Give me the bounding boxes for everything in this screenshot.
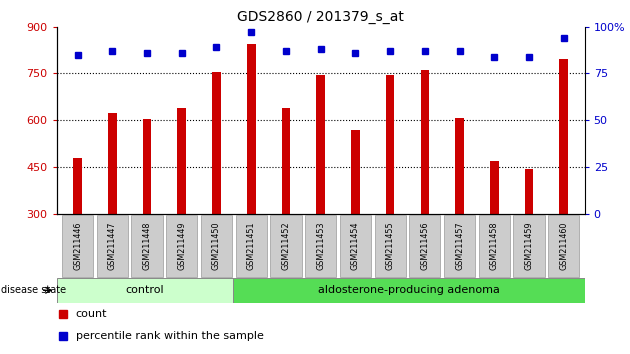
- FancyBboxPatch shape: [132, 216, 163, 276]
- Bar: [108, 113, 117, 214]
- Bar: [386, 75, 394, 214]
- Bar: [351, 130, 360, 214]
- Text: GSM211450: GSM211450: [212, 222, 221, 270]
- Title: GDS2860 / 201379_s_at: GDS2860 / 201379_s_at: [238, 10, 404, 24]
- Text: GSM211446: GSM211446: [73, 222, 82, 270]
- Text: count: count: [76, 309, 107, 319]
- Text: GSM211455: GSM211455: [386, 222, 394, 270]
- FancyBboxPatch shape: [166, 216, 197, 276]
- FancyBboxPatch shape: [548, 216, 580, 276]
- FancyBboxPatch shape: [305, 216, 336, 276]
- FancyBboxPatch shape: [479, 216, 510, 276]
- Bar: [247, 44, 256, 214]
- Text: GSM211460: GSM211460: [559, 222, 568, 270]
- Text: GSM211454: GSM211454: [351, 222, 360, 270]
- Text: control: control: [125, 285, 164, 295]
- FancyBboxPatch shape: [62, 216, 93, 276]
- Text: GSM211448: GSM211448: [142, 222, 151, 270]
- Bar: [316, 75, 325, 214]
- Bar: [525, 169, 534, 214]
- Bar: [282, 108, 290, 214]
- FancyBboxPatch shape: [340, 216, 371, 276]
- Bar: [421, 70, 429, 214]
- FancyBboxPatch shape: [374, 216, 406, 276]
- Text: disease state: disease state: [1, 285, 66, 295]
- Text: aldosterone-producing adenoma: aldosterone-producing adenoma: [318, 285, 500, 295]
- Text: GSM211456: GSM211456: [420, 222, 430, 270]
- FancyBboxPatch shape: [444, 216, 475, 276]
- FancyBboxPatch shape: [96, 216, 128, 276]
- FancyBboxPatch shape: [513, 216, 545, 276]
- Text: GSM211459: GSM211459: [525, 222, 534, 270]
- Text: GSM211457: GSM211457: [455, 222, 464, 270]
- Text: percentile rank within the sample: percentile rank within the sample: [76, 331, 263, 341]
- FancyBboxPatch shape: [201, 216, 232, 276]
- Bar: [142, 119, 151, 214]
- Text: GSM211458: GSM211458: [490, 222, 499, 270]
- FancyBboxPatch shape: [232, 278, 585, 303]
- Bar: [212, 72, 220, 214]
- Bar: [490, 161, 499, 214]
- FancyBboxPatch shape: [410, 216, 440, 276]
- Text: GSM211451: GSM211451: [247, 222, 256, 270]
- FancyBboxPatch shape: [236, 216, 267, 276]
- Text: GSM211452: GSM211452: [282, 222, 290, 270]
- Bar: [455, 118, 464, 214]
- Bar: [73, 158, 82, 214]
- Text: GSM211453: GSM211453: [316, 222, 325, 270]
- FancyBboxPatch shape: [270, 216, 302, 276]
- FancyBboxPatch shape: [57, 278, 232, 303]
- Text: GSM211447: GSM211447: [108, 222, 117, 270]
- Text: GSM211449: GSM211449: [177, 222, 186, 270]
- Bar: [559, 59, 568, 214]
- Bar: [178, 108, 186, 214]
